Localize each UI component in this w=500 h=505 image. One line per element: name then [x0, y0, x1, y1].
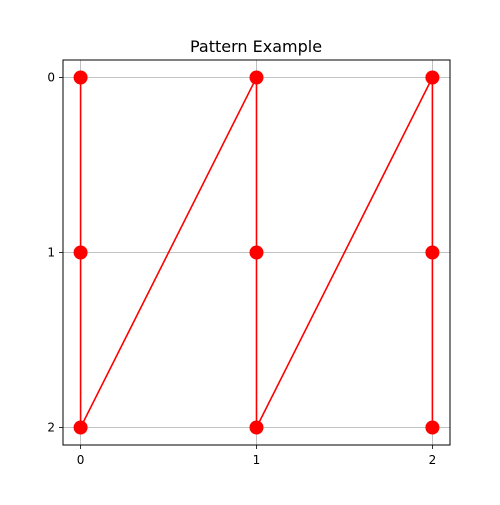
- data-point-marker: [73, 420, 88, 435]
- x-tick-label: 2: [429, 453, 437, 467]
- data-point-marker: [425, 245, 440, 260]
- data-point-marker: [425, 420, 440, 435]
- data-points: [73, 70, 440, 435]
- data-point-marker: [425, 70, 440, 85]
- x-tick-label: 0: [77, 453, 85, 467]
- data-point-marker: [73, 70, 88, 85]
- y-tick-label: 2: [47, 421, 55, 435]
- axis-ticks: 0 1 2 0 1 2: [47, 71, 436, 468]
- data-point-marker: [249, 420, 264, 435]
- y-tick-label: 0: [47, 71, 55, 85]
- data-point-marker: [249, 70, 264, 85]
- data-point-marker: [249, 245, 264, 260]
- y-tick-label: 1: [47, 246, 55, 260]
- chart-title: Pattern Example: [190, 37, 322, 56]
- x-tick-label: 1: [253, 453, 261, 467]
- data-point-marker: [73, 245, 88, 260]
